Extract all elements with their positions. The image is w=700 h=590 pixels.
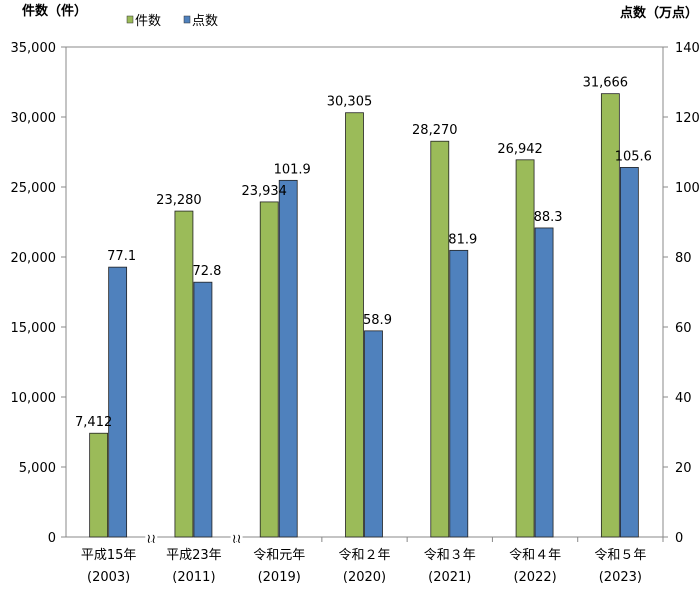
data-label-count: 26,942 [497, 142, 543, 157]
bar-points [108, 266, 128, 538]
data-label-count: 23,280 [156, 193, 202, 208]
x-tick-label: 令和５年 [594, 548, 646, 563]
data-label-count: 30,305 [327, 95, 373, 110]
bar-points [193, 281, 213, 538]
x-tick-label-year: (2003) [87, 570, 130, 585]
left-tick-label: 0 [48, 531, 56, 546]
x-tick-label-year: (2022) [513, 570, 556, 585]
left-tick-label: 15,000 [11, 321, 57, 336]
legend-swatch-blue [183, 15, 191, 24]
bar-count [259, 201, 279, 538]
data-label-count: 31,666 [583, 76, 629, 91]
left-tick-label: 35,000 [11, 41, 57, 56]
left-tick-label: 5,000 [19, 461, 56, 476]
x-tick-label: 令和元年 [253, 548, 305, 563]
right-tick-label: 40 [675, 391, 692, 406]
bar-count [430, 140, 450, 538]
axis-break-gap [145, 533, 158, 541]
left-axis-title: 件数（件） [22, 3, 87, 19]
data-label-points: 81.9 [448, 232, 477, 247]
data-label-points: 105.6 [615, 149, 652, 164]
bar-count [345, 112, 364, 538]
bar-count [600, 93, 620, 538]
left-tick-label: 30,000 [11, 111, 57, 126]
x-tick-label: 平成15年 [81, 548, 137, 563]
axis-break-icon: ≀≀ [146, 532, 156, 547]
x-tick-label: 令和３年 [424, 548, 476, 563]
right-tick-label: 60 [675, 321, 692, 336]
legend-swatch-green [126, 15, 134, 24]
data-label-points: 58.9 [363, 313, 392, 328]
bar-points [619, 166, 639, 538]
right-tick-label: 100 [675, 181, 700, 196]
x-tick-label-year: (2020) [343, 570, 386, 585]
bar-points [278, 179, 298, 538]
x-tick-label: 令和４年 [509, 548, 561, 563]
x-tick-label-year: (2011) [172, 570, 215, 585]
right-tick-label: 20 [675, 461, 692, 476]
data-label-count: 23,934 [241, 184, 287, 199]
x-tick-label: 令和２年 [338, 548, 390, 563]
bar-points [534, 227, 554, 538]
right-tick-label: 120 [675, 111, 700, 126]
right-tick-label: 140 [675, 41, 700, 56]
x-tick-label-year: (2021) [428, 570, 471, 585]
bar-count [515, 159, 535, 538]
bar-count [174, 210, 194, 538]
left-tick-label: 20,000 [11, 251, 57, 266]
x-tick-label: 平成23年 [166, 548, 222, 563]
data-label-count: 7,412 [75, 415, 112, 430]
left-tick-label: 25,000 [11, 181, 57, 196]
bar-points [449, 249, 469, 538]
x-tick-label-year: (2023) [599, 570, 642, 585]
bar-points [364, 330, 383, 538]
data-label-points: 88.3 [534, 210, 563, 225]
right-tick-label: 80 [675, 251, 692, 266]
data-label-count: 28,270 [412, 123, 458, 138]
right-axis-title: 点数（万点） [620, 5, 698, 21]
data-label-points: 77.1 [107, 249, 136, 264]
bar-count [89, 432, 109, 538]
left-tick-label: 10,000 [11, 391, 57, 406]
legend-label: 件数 [135, 14, 161, 29]
legend-label: 点数 [192, 14, 218, 29]
right-tick-label: 0 [675, 531, 683, 546]
x-tick-label-year: (2019) [258, 570, 301, 585]
axis-break-gap [230, 533, 243, 541]
data-label-points: 72.8 [192, 264, 221, 279]
axis-break-icon: ≀≀ [232, 532, 242, 547]
data-label-points: 101.9 [274, 162, 311, 177]
